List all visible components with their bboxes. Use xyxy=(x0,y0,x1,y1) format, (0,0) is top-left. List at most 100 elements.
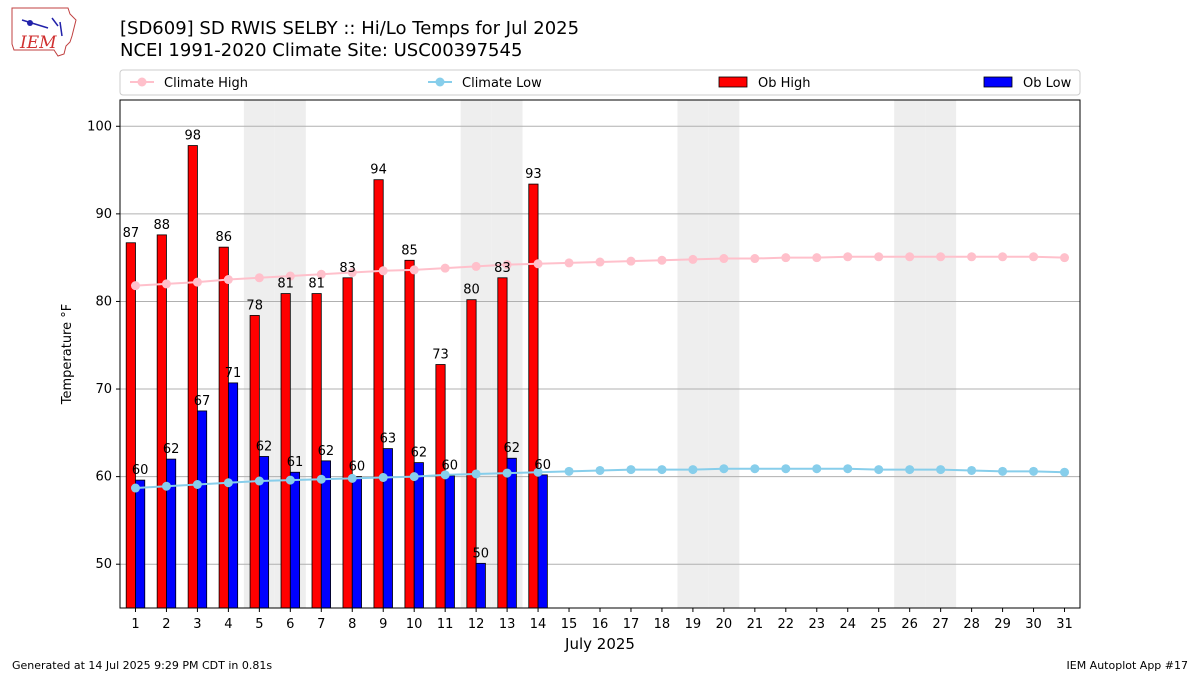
climate-high-point-5 xyxy=(254,273,264,283)
ytick-label-100: 100 xyxy=(87,119,112,134)
ob-low-bar-4 xyxy=(227,382,239,609)
climate-high-point-17 xyxy=(626,256,636,266)
weekend-band-20 xyxy=(708,100,740,608)
climate-low-point-13 xyxy=(502,468,512,478)
xtick-label-4: 4 xyxy=(224,617,232,632)
data-labels: 87 88 98 86 78 81 81 83 94 85 73 80 83 93 60 62 67 71 62 61… xyxy=(123,129,551,562)
ob-low-label-14: 60 xyxy=(534,458,551,473)
ob-high-label-13: 83 xyxy=(494,261,511,276)
weekend-band-27 xyxy=(925,100,957,608)
ob-high-label-6: 81 xyxy=(277,277,294,292)
climate-lines xyxy=(130,252,1070,493)
climate-low-point-28 xyxy=(967,465,977,475)
climate-high-point-22 xyxy=(781,253,791,263)
xtick-label-27: 27 xyxy=(932,617,949,632)
climate-low-point-11 xyxy=(440,470,450,480)
climate-high-point-28 xyxy=(967,252,977,262)
ytick-label-60: 60 xyxy=(95,470,112,485)
ob-high-bar-12 xyxy=(466,299,477,609)
xtick-label-30: 30 xyxy=(1025,617,1042,632)
climate-high-point-18 xyxy=(657,255,667,265)
ob-low-bar-3 xyxy=(197,410,208,609)
climate-low-legend-label: Climate Low xyxy=(462,76,542,91)
climate-high-point-31 xyxy=(1060,253,1070,263)
climate-high-point-11 xyxy=(440,263,450,273)
ob-low-bar-11 xyxy=(444,475,455,609)
ob-high-bar-6 xyxy=(280,293,291,609)
iem-logo: IEM xyxy=(11,7,77,57)
ob-low-legend-label: Ob Low xyxy=(1023,76,1072,91)
climate-high-point-1 xyxy=(130,281,140,291)
ob-low-label-5: 62 xyxy=(256,439,273,454)
climate-high-point-23 xyxy=(812,253,822,263)
climate-low-point-8 xyxy=(347,473,357,483)
ob-high-bar-9 xyxy=(373,179,384,609)
climate-low-point-30 xyxy=(1029,466,1039,476)
logo-text: IEM xyxy=(19,33,57,53)
ob-high-bar-4 xyxy=(218,246,229,609)
ob-low-label-11: 60 xyxy=(442,459,459,474)
ob-high-bar-5 xyxy=(249,315,260,609)
ob-low-bar-9 xyxy=(382,448,393,609)
xtick-label-16: 16 xyxy=(592,617,609,632)
climate-low-point-16 xyxy=(595,465,605,475)
climate-high-point-7 xyxy=(316,269,326,279)
ob-high-label-1: 87 xyxy=(123,226,140,241)
xtick-label-5: 5 xyxy=(255,617,263,632)
climate-high-legend-label: Climate High xyxy=(164,76,248,91)
ob-high-label-2: 88 xyxy=(154,218,171,233)
ob-low-label-10: 62 xyxy=(411,446,428,461)
climate-high-point-6 xyxy=(285,271,295,281)
ob-low-bar-12 xyxy=(475,562,486,609)
climate-high-point-20 xyxy=(719,254,729,264)
climate-high-point-3 xyxy=(192,277,202,287)
ob-high-label-3: 98 xyxy=(185,129,202,144)
ob-high-legend-label: Ob High xyxy=(758,76,811,91)
xtick-label-13: 13 xyxy=(499,617,516,632)
climate-low-point-2 xyxy=(161,481,171,491)
climate-high-point-30 xyxy=(1029,252,1039,262)
ob-high-bar-11 xyxy=(435,364,446,609)
xtick-label-7: 7 xyxy=(317,617,325,632)
xtick-label-22: 22 xyxy=(778,617,795,632)
footer-app: IEM Autoplot App #17 xyxy=(1066,659,1189,672)
climate-high-legend-marker xyxy=(137,77,147,87)
xtick-label-25: 25 xyxy=(870,617,887,632)
ob-high-label-9: 94 xyxy=(370,163,387,178)
xtick-label-10: 10 xyxy=(406,617,423,632)
climate-low-point-27 xyxy=(936,465,946,475)
legend-box xyxy=(119,69,1081,96)
climate-low-point-22 xyxy=(781,464,791,474)
bars xyxy=(125,145,548,609)
weekend-band-26 xyxy=(894,100,926,608)
ob-high-label-5: 78 xyxy=(246,298,263,313)
climate-high-point-25 xyxy=(874,252,884,262)
xtick-label-11: 11 xyxy=(437,617,454,632)
climate-low-point-18 xyxy=(657,465,667,475)
xtick-label-9: 9 xyxy=(379,617,387,632)
ob-low-label-9: 63 xyxy=(380,432,397,447)
y-axis-label: Temperature °F xyxy=(60,304,75,405)
climate-low-point-17 xyxy=(626,465,636,475)
ob-low-bar-8 xyxy=(351,476,362,609)
ob-low-label-8: 60 xyxy=(349,460,366,475)
ob-high-legend-swatch xyxy=(718,76,748,88)
climate-high-point-2 xyxy=(161,279,171,289)
climate-high-point-24 xyxy=(843,252,853,262)
ob-low-label-3: 67 xyxy=(194,394,211,409)
climate-low-point-25 xyxy=(874,465,884,475)
ob-high-bar-10 xyxy=(404,259,415,609)
climate-low-legend-marker xyxy=(435,77,445,87)
climate-low-point-23 xyxy=(812,464,822,474)
climate-high-point-16 xyxy=(595,257,605,267)
ob-high-bar-2 xyxy=(156,234,167,609)
ytick-label-90: 90 xyxy=(95,207,112,222)
ob-high-label-7: 81 xyxy=(308,277,325,292)
xtick-label-21: 21 xyxy=(747,617,764,632)
ob-high-bar-8 xyxy=(342,277,353,609)
climate-low-point-4 xyxy=(223,478,233,488)
chart-subtitle: NCEI 1991-2020 Climate Site: USC00397545 xyxy=(120,40,523,61)
xtick-label-29: 29 xyxy=(994,617,1011,632)
climate-low-point-7 xyxy=(316,474,326,484)
